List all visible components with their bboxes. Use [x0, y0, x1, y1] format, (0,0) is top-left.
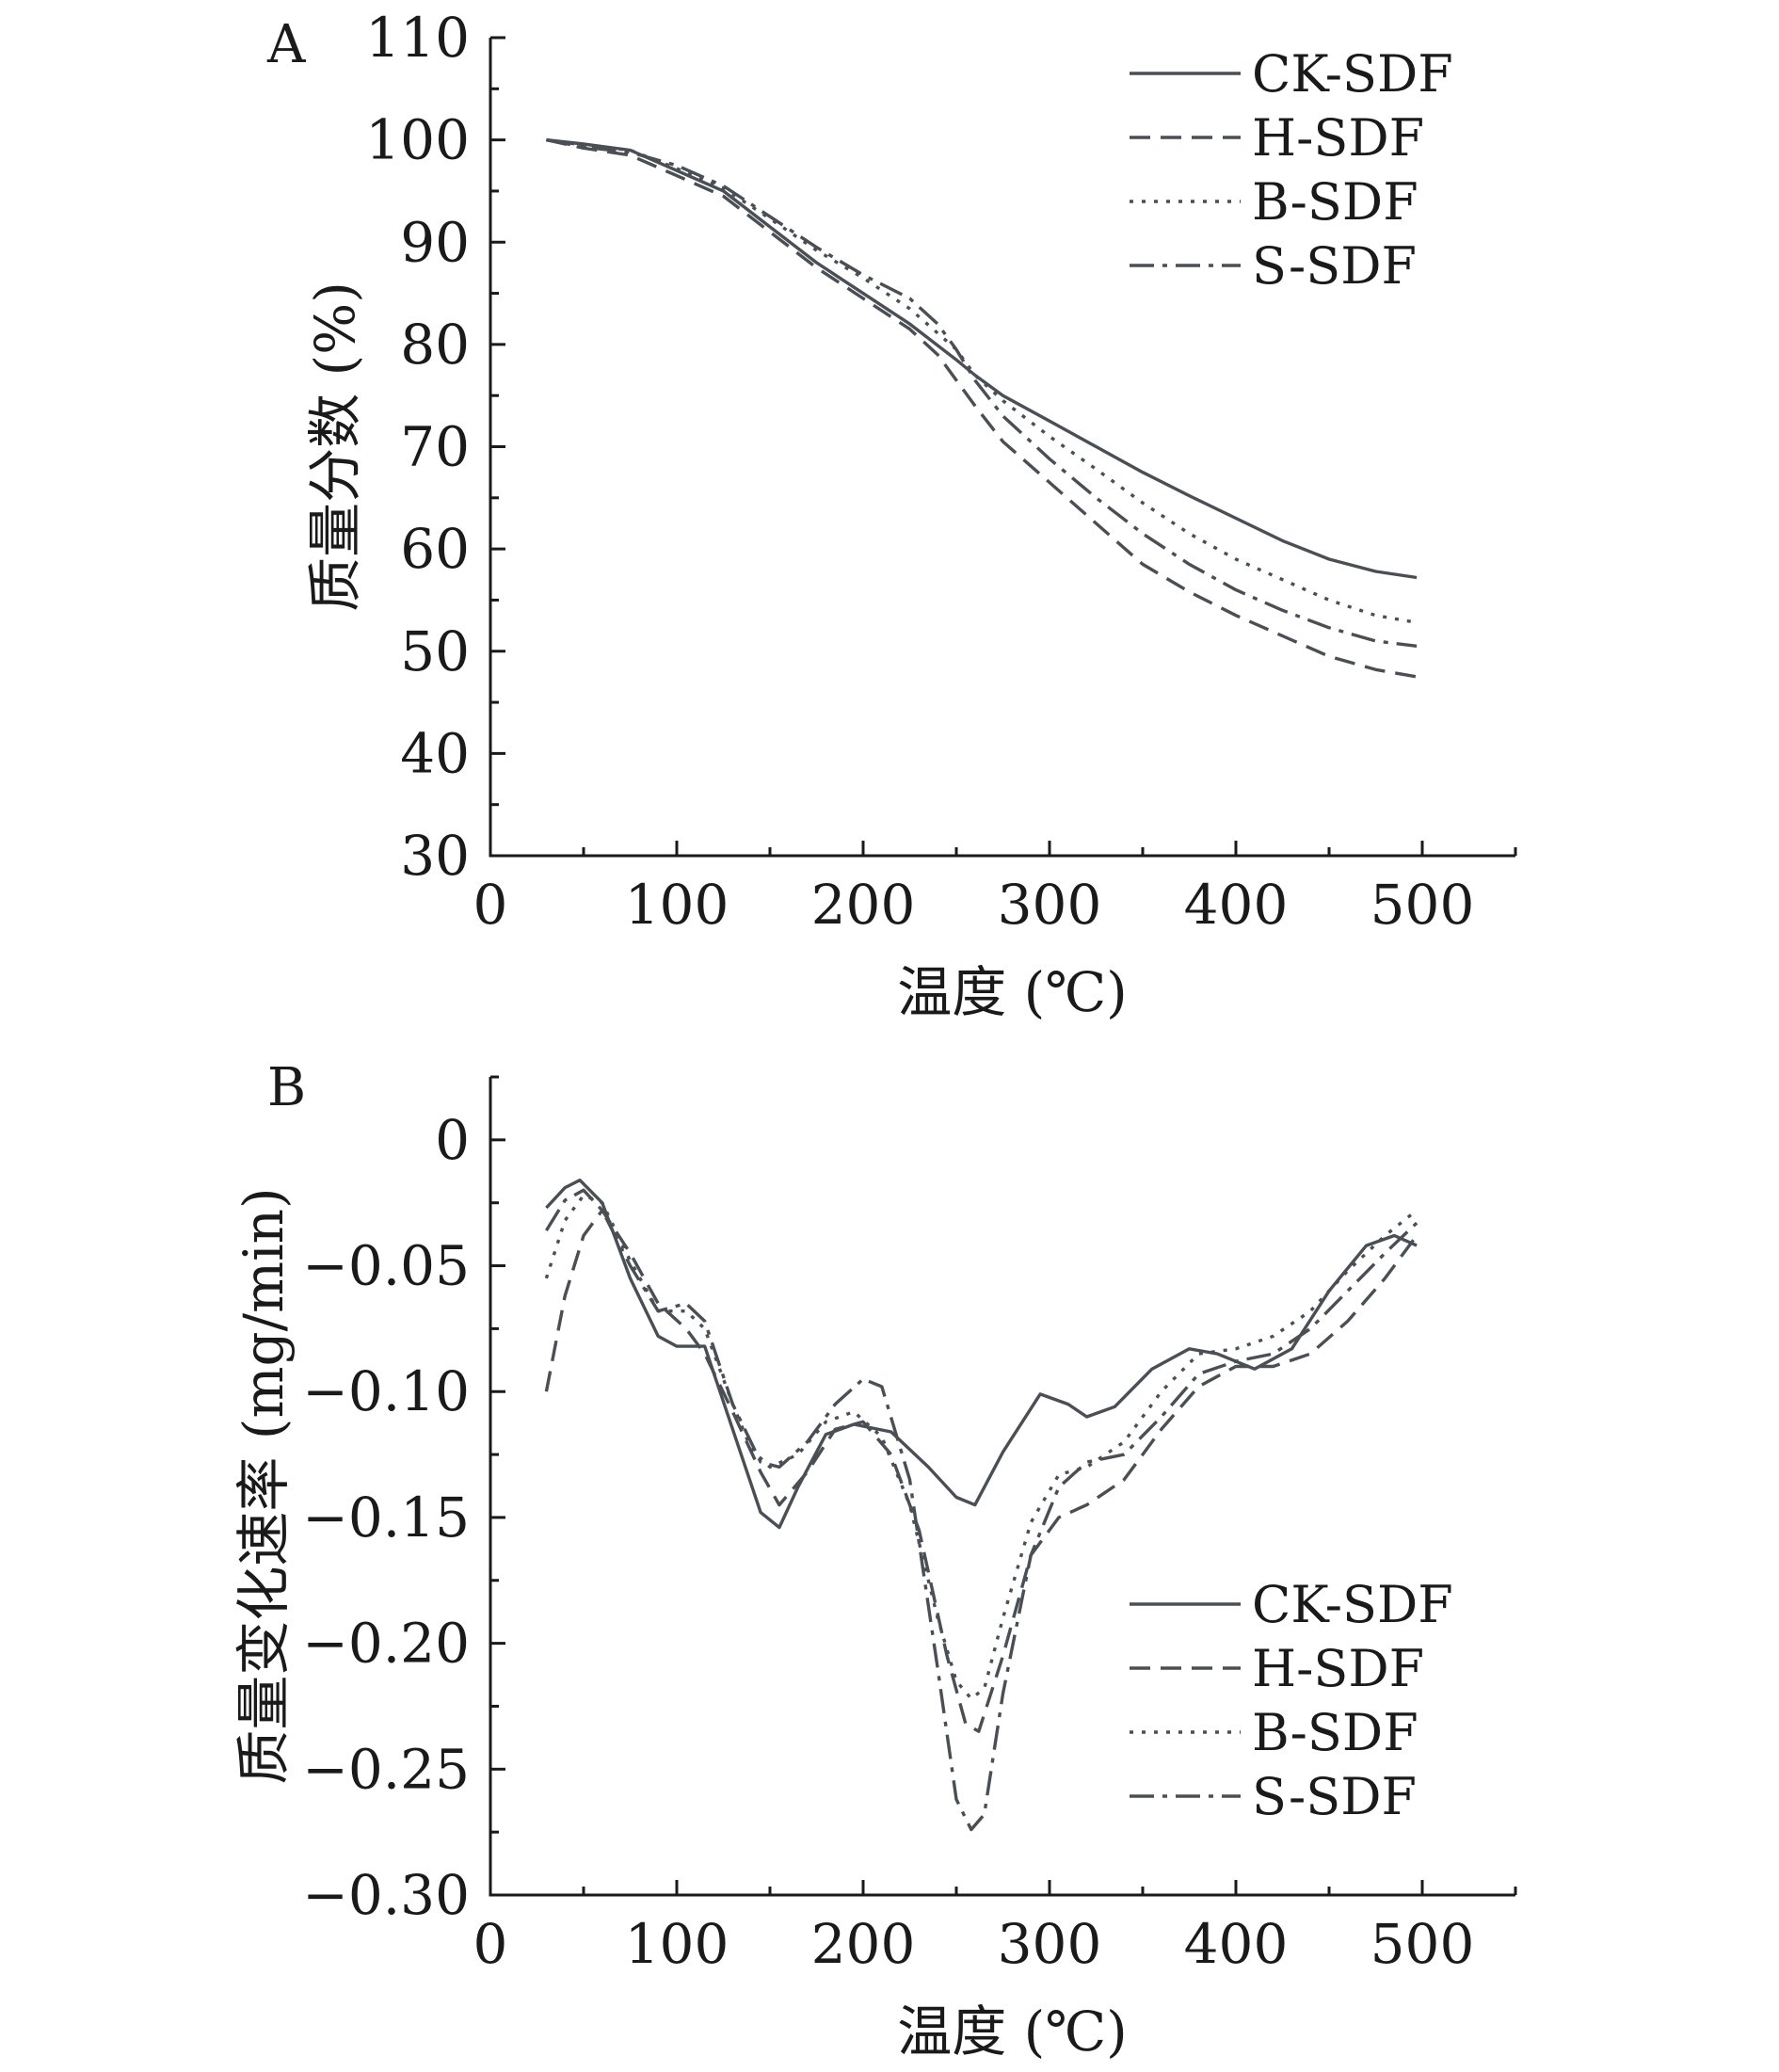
legend-label: H-SDF [1252, 1639, 1424, 1698]
series-line-b-sdf [544, 1194, 1418, 1701]
x-tick-label: 100 [625, 873, 729, 937]
x-tick-label: 400 [1184, 1912, 1289, 1976]
y-tick-label: −0.20 [302, 1612, 470, 1676]
x-tick-label: 200 [811, 873, 916, 937]
legend-label: B-SDF [1252, 172, 1418, 232]
y-tick-label: 40 [400, 721, 470, 785]
legend-label: CK-SDF [1252, 1575, 1453, 1634]
panel-label: A [266, 14, 306, 75]
series-line-s-sdf [546, 137, 1418, 648]
x-tick-label: 300 [998, 1912, 1102, 1976]
legend-label: S-SDF [1252, 236, 1417, 296]
legend-label: CK-SDF [1252, 44, 1453, 104]
y-tick-label: 90 [400, 210, 470, 274]
x-tick-label: 400 [1184, 873, 1289, 937]
x-tick-label: 300 [998, 873, 1102, 937]
legend-label: B-SDF [1252, 1703, 1418, 1762]
x-tick-label: 0 [473, 873, 508, 937]
series-line-h-sdf [546, 137, 1418, 679]
y-axis-title: 质量分数 (%) [303, 281, 367, 612]
y-tick-label: 0 [435, 1108, 470, 1172]
y-axis-title: 质量变化速率 (mg/min) [232, 1187, 296, 1784]
chart-panel-b: 0 100 200 300 400 500 0 −0.05 −0.10 −0.15 −0.20 −0.… [232, 1057, 1517, 2064]
y-tick-label: 80 [400, 313, 470, 377]
y-tick-label: −0.10 [302, 1359, 470, 1423]
y-tick-label: −0.05 [302, 1234, 470, 1298]
x-axis-title: 温度 (℃) [897, 2000, 1128, 2064]
y-tick-label: 60 [400, 517, 470, 581]
chart-panel-a: 0 100 200 300 400 500 30 40 50 60 70 80 90 100 110 温度 (… [266, 6, 1517, 1024]
legend-label: H-SDF [1252, 108, 1424, 168]
y-tick-label: 100 [365, 108, 470, 172]
panel-label: B [267, 1057, 306, 1118]
series-line-ck-sdf [545, 1178, 1418, 1530]
x-tick-label: 500 [1370, 873, 1475, 937]
y-tick-label: −0.30 [302, 1863, 470, 1927]
y-tick-label: 50 [400, 619, 470, 683]
series-line-ck-sdf [546, 137, 1418, 580]
legend-label: S-SDF [1252, 1767, 1417, 1826]
y-tick-label: 30 [400, 824, 470, 888]
series-line-s-sdf [544, 1188, 1418, 1832]
y-tick-label: −0.15 [302, 1486, 470, 1550]
x-axis-title: 温度 (℃) [897, 960, 1128, 1024]
y-tick-label: 110 [365, 6, 470, 70]
x-tick-label: 0 [473, 1912, 508, 1976]
x-tick-label: 200 [811, 1912, 916, 1976]
x-tick-label: 500 [1370, 1912, 1475, 1976]
y-tick-label: 70 [400, 415, 470, 479]
x-tick-label: 100 [625, 1912, 729, 1976]
y-tick-label: −0.25 [302, 1737, 470, 1801]
